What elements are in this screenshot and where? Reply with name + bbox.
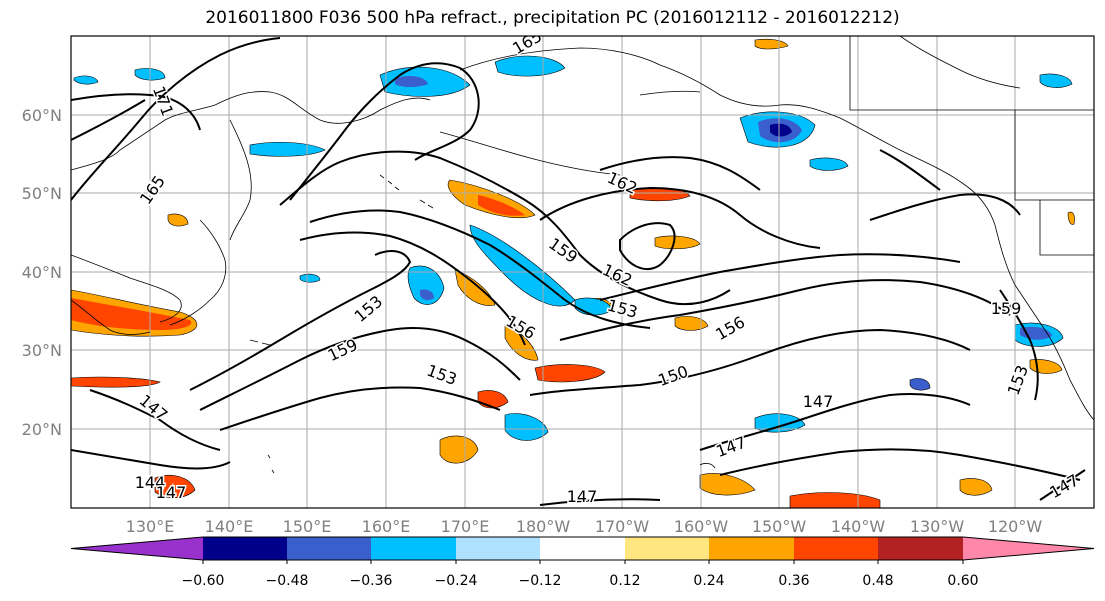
colorbar-swatch [456, 537, 540, 560]
longitude-label: 180°W [516, 517, 571, 536]
colorbar-swatch [794, 537, 878, 560]
latitude-label: 20°N [22, 420, 62, 439]
contour-label: 159 [991, 299, 1022, 318]
colorbar-tick-label: 0.60 [947, 573, 978, 589]
colorbar-swatch [540, 537, 625, 560]
colorbar-swatch [287, 537, 371, 560]
coastlines [71, 36, 1094, 474]
contour-label: 144 [135, 473, 166, 492]
longitude-label: 150°W [752, 517, 807, 536]
longitude-label: 140°W [831, 517, 886, 536]
latitude-labels: 60°N 50°N 40°N 30°N 20°N [22, 106, 62, 439]
colorbar-swatch [963, 537, 1094, 560]
latitude-label: 40°N [22, 263, 62, 282]
longitude-label: 160°E [362, 517, 411, 536]
contour-label: 147 [803, 392, 834, 411]
colorbar-swatch [625, 537, 709, 560]
longitude-label: 140°E [205, 517, 254, 536]
longitude-label: 170°E [441, 517, 490, 536]
contour-label: 147 [156, 483, 187, 502]
colorbar-tick-label: 0.12 [609, 573, 640, 589]
refractivity-contours [71, 37, 1086, 506]
longitude-label: 170°W [595, 517, 650, 536]
colorbar-tick-label: −0.48 [266, 573, 309, 589]
contour-label: 147 [567, 487, 598, 506]
longitude-label: 120°W [988, 517, 1043, 536]
longitude-label: 130°W [910, 517, 965, 536]
colorbar-swatch [371, 537, 456, 560]
latitude-label: 50°N [22, 184, 62, 203]
colorbar-tick-label: −0.36 [350, 573, 393, 589]
latitude-label: 30°N [22, 341, 62, 360]
colorbar-swatch [71, 537, 203, 560]
colorbar-tick-label: 0.36 [778, 573, 809, 589]
latitude-label: 60°N [22, 106, 62, 125]
colorbar-tick-label: −0.24 [435, 573, 478, 589]
map-title: 2016011800 F036 500 hPa refract., precip… [205, 8, 900, 28]
longitude-label: 150°E [283, 517, 332, 536]
colorbar-swatch [878, 537, 963, 560]
longitude-labels: 130°E 140°E 150°E 160°E 170°E 180°W 170°W 160°W… [126, 517, 1043, 536]
colorbar-tick-label: −0.12 [519, 573, 562, 589]
colorbar-tick-label: −0.60 [182, 573, 225, 589]
graticule [71, 36, 1094, 508]
colorbar-tick-label: 0.24 [693, 573, 724, 589]
colorbar-tick-label: 0.48 [862, 573, 893, 589]
longitude-label: 160°W [674, 517, 729, 536]
colorbar-swatch [709, 537, 794, 560]
longitude-label: 130°E [126, 517, 175, 536]
plot-frame [70, 35, 1095, 509]
colorbar-swatch [203, 537, 287, 560]
colorbar: −0.60 −0.48 −0.36 −0.24 −0.12 0.12 0.24 0.36 0.4… [70, 536, 1095, 589]
